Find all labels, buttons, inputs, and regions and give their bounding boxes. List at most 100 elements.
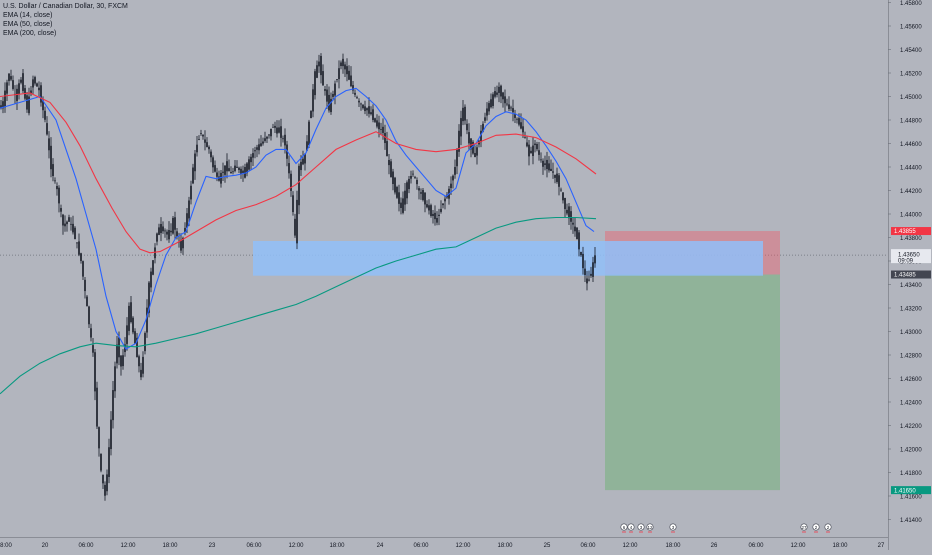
countdown-label: 09:09	[898, 259, 914, 265]
candle-body	[298, 165, 300, 206]
time-tick-label: 12:00	[288, 543, 304, 549]
candle-body	[226, 161, 228, 172]
candle-body	[408, 178, 410, 190]
candle-body	[336, 79, 338, 80]
time-tick-label: 25	[544, 543, 551, 549]
candle-body	[56, 186, 58, 190]
candle-body	[228, 168, 230, 172]
candle-body	[278, 127, 280, 133]
event-flag-icon	[646, 523, 654, 531]
candle-body	[538, 150, 540, 155]
candle-body	[194, 153, 196, 172]
candle-body	[386, 141, 388, 157]
legend-ema50[interactable]: EMA (50, close)	[3, 21, 53, 28]
time-tick-label: 18:00	[497, 543, 513, 549]
candle-body	[308, 121, 310, 146]
candle-body	[500, 85, 502, 97]
candle-body	[340, 62, 342, 67]
candle-body	[310, 110, 312, 119]
candle-body	[314, 71, 316, 96]
time-tick-label: 12:00	[790, 543, 806, 549]
candle-body	[312, 89, 314, 112]
candle-body	[528, 144, 530, 157]
candle-body	[90, 328, 92, 338]
candle-body	[282, 138, 284, 140]
candle-body	[458, 130, 460, 152]
candle-body	[0, 105, 2, 109]
candle-body	[38, 87, 40, 91]
candle-body	[118, 337, 120, 358]
candle-body	[362, 104, 364, 109]
candle-body	[284, 134, 286, 146]
candle-body	[504, 96, 506, 104]
candle-body	[548, 163, 550, 171]
candle-body	[4, 90, 6, 108]
candle-body	[580, 251, 582, 256]
time-tick-label: 18:00	[832, 543, 848, 549]
time-tick-label: 12:00	[455, 543, 471, 549]
candle-body	[34, 77, 36, 84]
candle-body	[210, 151, 212, 158]
candle-body	[574, 226, 576, 232]
price-tick-label: 1.42000	[900, 447, 922, 453]
candle-body	[164, 230, 166, 232]
candle-body	[102, 474, 104, 484]
candle-body	[200, 133, 202, 134]
candle-body	[512, 108, 514, 113]
candle-body	[202, 134, 204, 137]
candle-body	[590, 273, 592, 276]
candle-body	[78, 241, 80, 255]
candle-body	[248, 159, 250, 170]
candle-body	[120, 355, 122, 367]
candle-body	[156, 233, 158, 242]
candle-body	[306, 141, 308, 151]
candle-body	[26, 95, 28, 110]
candle-body	[138, 356, 140, 367]
candle-body	[442, 203, 444, 206]
price-tick-label: 1.43200	[900, 306, 922, 312]
time-tick-label: 18:00	[665, 543, 681, 549]
candle-body	[244, 167, 246, 178]
candle-body	[536, 143, 538, 150]
candle-body	[550, 168, 552, 171]
candle-body	[148, 282, 150, 313]
candle-body	[288, 163, 290, 174]
candle-body	[544, 163, 546, 165]
candle-body	[412, 173, 414, 175]
symbol-title[interactable]: U.S. Dollar / Canadian Dollar, 30, FXCM	[3, 3, 128, 10]
candle-body	[348, 70, 350, 80]
price-tick-label: 1.45800	[900, 1, 922, 7]
candle-body	[176, 231, 178, 237]
candle-body	[428, 205, 430, 211]
candle-body	[592, 262, 594, 277]
take-profit-zone	[605, 274, 780, 491]
candle-body	[332, 93, 334, 97]
candle-body	[300, 161, 302, 171]
candle-body	[514, 113, 516, 118]
candle-body	[92, 345, 94, 353]
candle-body	[394, 177, 396, 193]
candle-body	[262, 141, 264, 144]
candle-body	[322, 71, 324, 86]
candle-body	[206, 142, 208, 147]
candle-body	[510, 107, 512, 109]
time-tick-label: 18:00	[162, 543, 178, 549]
legend-ema200[interactable]: EMA (200, close)	[3, 30, 57, 37]
candle-body	[270, 128, 272, 137]
candle-body	[372, 109, 374, 120]
event-count: 3	[672, 525, 675, 530]
legend-ema14[interactable]: EMA (14, close)	[3, 12, 53, 19]
candle-body	[400, 202, 402, 208]
candle-body	[416, 179, 418, 185]
candle-body	[406, 182, 408, 199]
candle-body	[432, 213, 434, 217]
time-tick-label: 26	[711, 543, 718, 549]
event-count: 3	[640, 525, 643, 530]
candle-body	[464, 106, 466, 121]
candle-body	[390, 161, 392, 178]
price-tick-label: 1.42600	[900, 377, 922, 383]
time-tick-label: 23	[209, 543, 216, 549]
